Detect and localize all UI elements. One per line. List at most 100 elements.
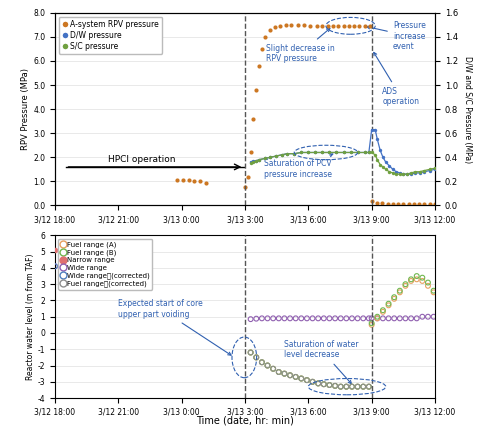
Point: [396, 289, 404, 296]
Point: [255, 156, 263, 163]
Point: [407, 315, 415, 322]
Point: [407, 171, 415, 178]
Point: [292, 315, 300, 322]
Point: [72, 260, 80, 267]
Point: [368, 197, 376, 204]
Point: [371, 152, 379, 158]
Point: [342, 383, 350, 390]
Point: [72, 242, 80, 249]
Point: [108, 260, 116, 267]
Point: [365, 315, 373, 322]
Point: [246, 349, 254, 356]
Point: [379, 163, 387, 170]
Point: [329, 22, 337, 29]
Point: [390, 295, 398, 302]
Point: [379, 307, 387, 314]
Point: [79, 240, 87, 247]
Point: [326, 315, 334, 322]
Point: [424, 279, 432, 286]
Point: [303, 315, 311, 322]
Point: [407, 276, 415, 283]
Point: [320, 315, 328, 322]
Point: [250, 159, 258, 166]
Point: [392, 168, 400, 175]
Point: [288, 21, 296, 28]
Point: [396, 287, 404, 294]
Text: ADS
operation: ADS operation: [374, 52, 419, 106]
Point: [300, 22, 308, 29]
Point: [51, 263, 59, 270]
Point: [252, 354, 260, 361]
Point: [298, 149, 306, 156]
Point: [378, 200, 386, 207]
Point: [332, 149, 340, 156]
Point: [394, 200, 402, 207]
Point: [282, 22, 290, 29]
Point: [65, 261, 73, 268]
Point: [426, 166, 434, 173]
Point: [320, 381, 328, 388]
Point: [396, 169, 404, 176]
Point: [359, 315, 367, 322]
Point: [292, 374, 300, 380]
Point: [246, 159, 254, 166]
Point: [354, 383, 362, 390]
Point: [272, 153, 280, 160]
Point: [306, 22, 314, 29]
Point: [402, 315, 409, 322]
Point: [264, 315, 272, 322]
Point: [58, 262, 66, 269]
Point: [374, 136, 382, 143]
Point: [58, 262, 66, 269]
Point: [356, 22, 364, 29]
Point: [255, 62, 263, 69]
Point: [392, 171, 400, 178]
Point: [384, 300, 392, 307]
Point: [326, 382, 334, 389]
Point: [350, 22, 358, 29]
Point: [246, 160, 254, 167]
Point: [390, 294, 398, 300]
Point: [275, 369, 283, 375]
Point: [379, 315, 387, 322]
Point: [283, 150, 291, 157]
Point: [331, 383, 339, 389]
Point: [314, 380, 322, 387]
Point: [286, 372, 294, 379]
Point: [373, 199, 381, 206]
Point: [275, 369, 283, 375]
Point: [424, 282, 432, 289]
Point: [368, 321, 376, 328]
Point: [331, 383, 339, 389]
Point: [365, 383, 373, 390]
Point: [359, 383, 367, 390]
Point: [246, 349, 254, 356]
Point: [386, 168, 394, 175]
Point: [320, 381, 328, 388]
Point: [368, 126, 376, 133]
Point: [345, 22, 353, 29]
Point: [348, 315, 356, 322]
Point: [390, 315, 398, 322]
Point: [272, 153, 280, 160]
Point: [431, 200, 439, 207]
Point: [360, 149, 368, 156]
Y-axis label: D/W and S/C Pressure (MPa): D/W and S/C Pressure (MPa): [463, 56, 472, 163]
Point: [420, 167, 428, 174]
Point: [407, 277, 415, 284]
Legend: A-system RPV pressure, D/W pressure, S/C pressure: A-system RPV pressure, D/W pressure, S/C…: [59, 17, 162, 54]
Point: [374, 315, 382, 322]
Point: [252, 158, 260, 164]
Point: [426, 200, 434, 207]
Point: [294, 21, 302, 28]
Point: [365, 149, 373, 156]
Point: [122, 262, 130, 269]
Point: [258, 315, 266, 322]
Point: [100, 240, 108, 247]
Point: [303, 377, 311, 383]
Point: [280, 370, 288, 377]
Point: [368, 320, 376, 327]
Point: [264, 362, 272, 369]
Point: [312, 149, 320, 156]
Point: [334, 22, 342, 29]
